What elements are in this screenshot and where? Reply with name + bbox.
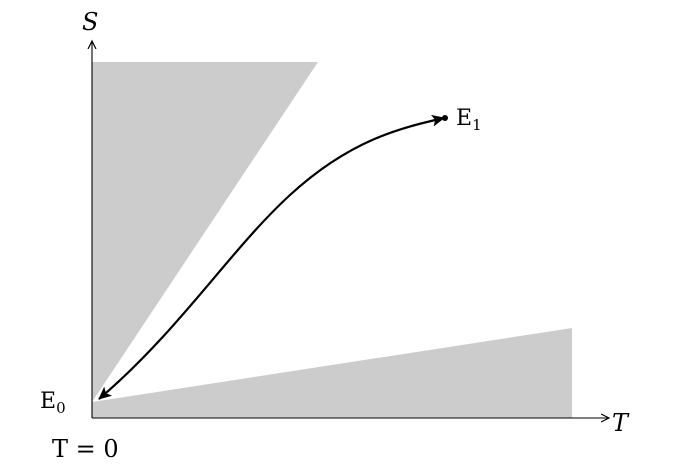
e0-label-subscript: 0 — [56, 399, 66, 417]
e1-point — [442, 115, 448, 121]
trajectory-curve — [98, 114, 445, 400]
lower-shaded-region — [92, 328, 572, 418]
s-axis-label: S — [82, 8, 98, 36]
e0-label-main: E — [40, 389, 56, 414]
e1-label: E1 — [456, 106, 482, 134]
upper-shaded-region — [92, 62, 318, 402]
e0-label: E0 — [40, 389, 66, 417]
e1-label-subscript: 1 — [472, 116, 482, 134]
e1-label-main: E — [456, 106, 472, 131]
t-axis-label: T — [612, 409, 630, 437]
origin-label: T = 0 — [52, 435, 119, 463]
